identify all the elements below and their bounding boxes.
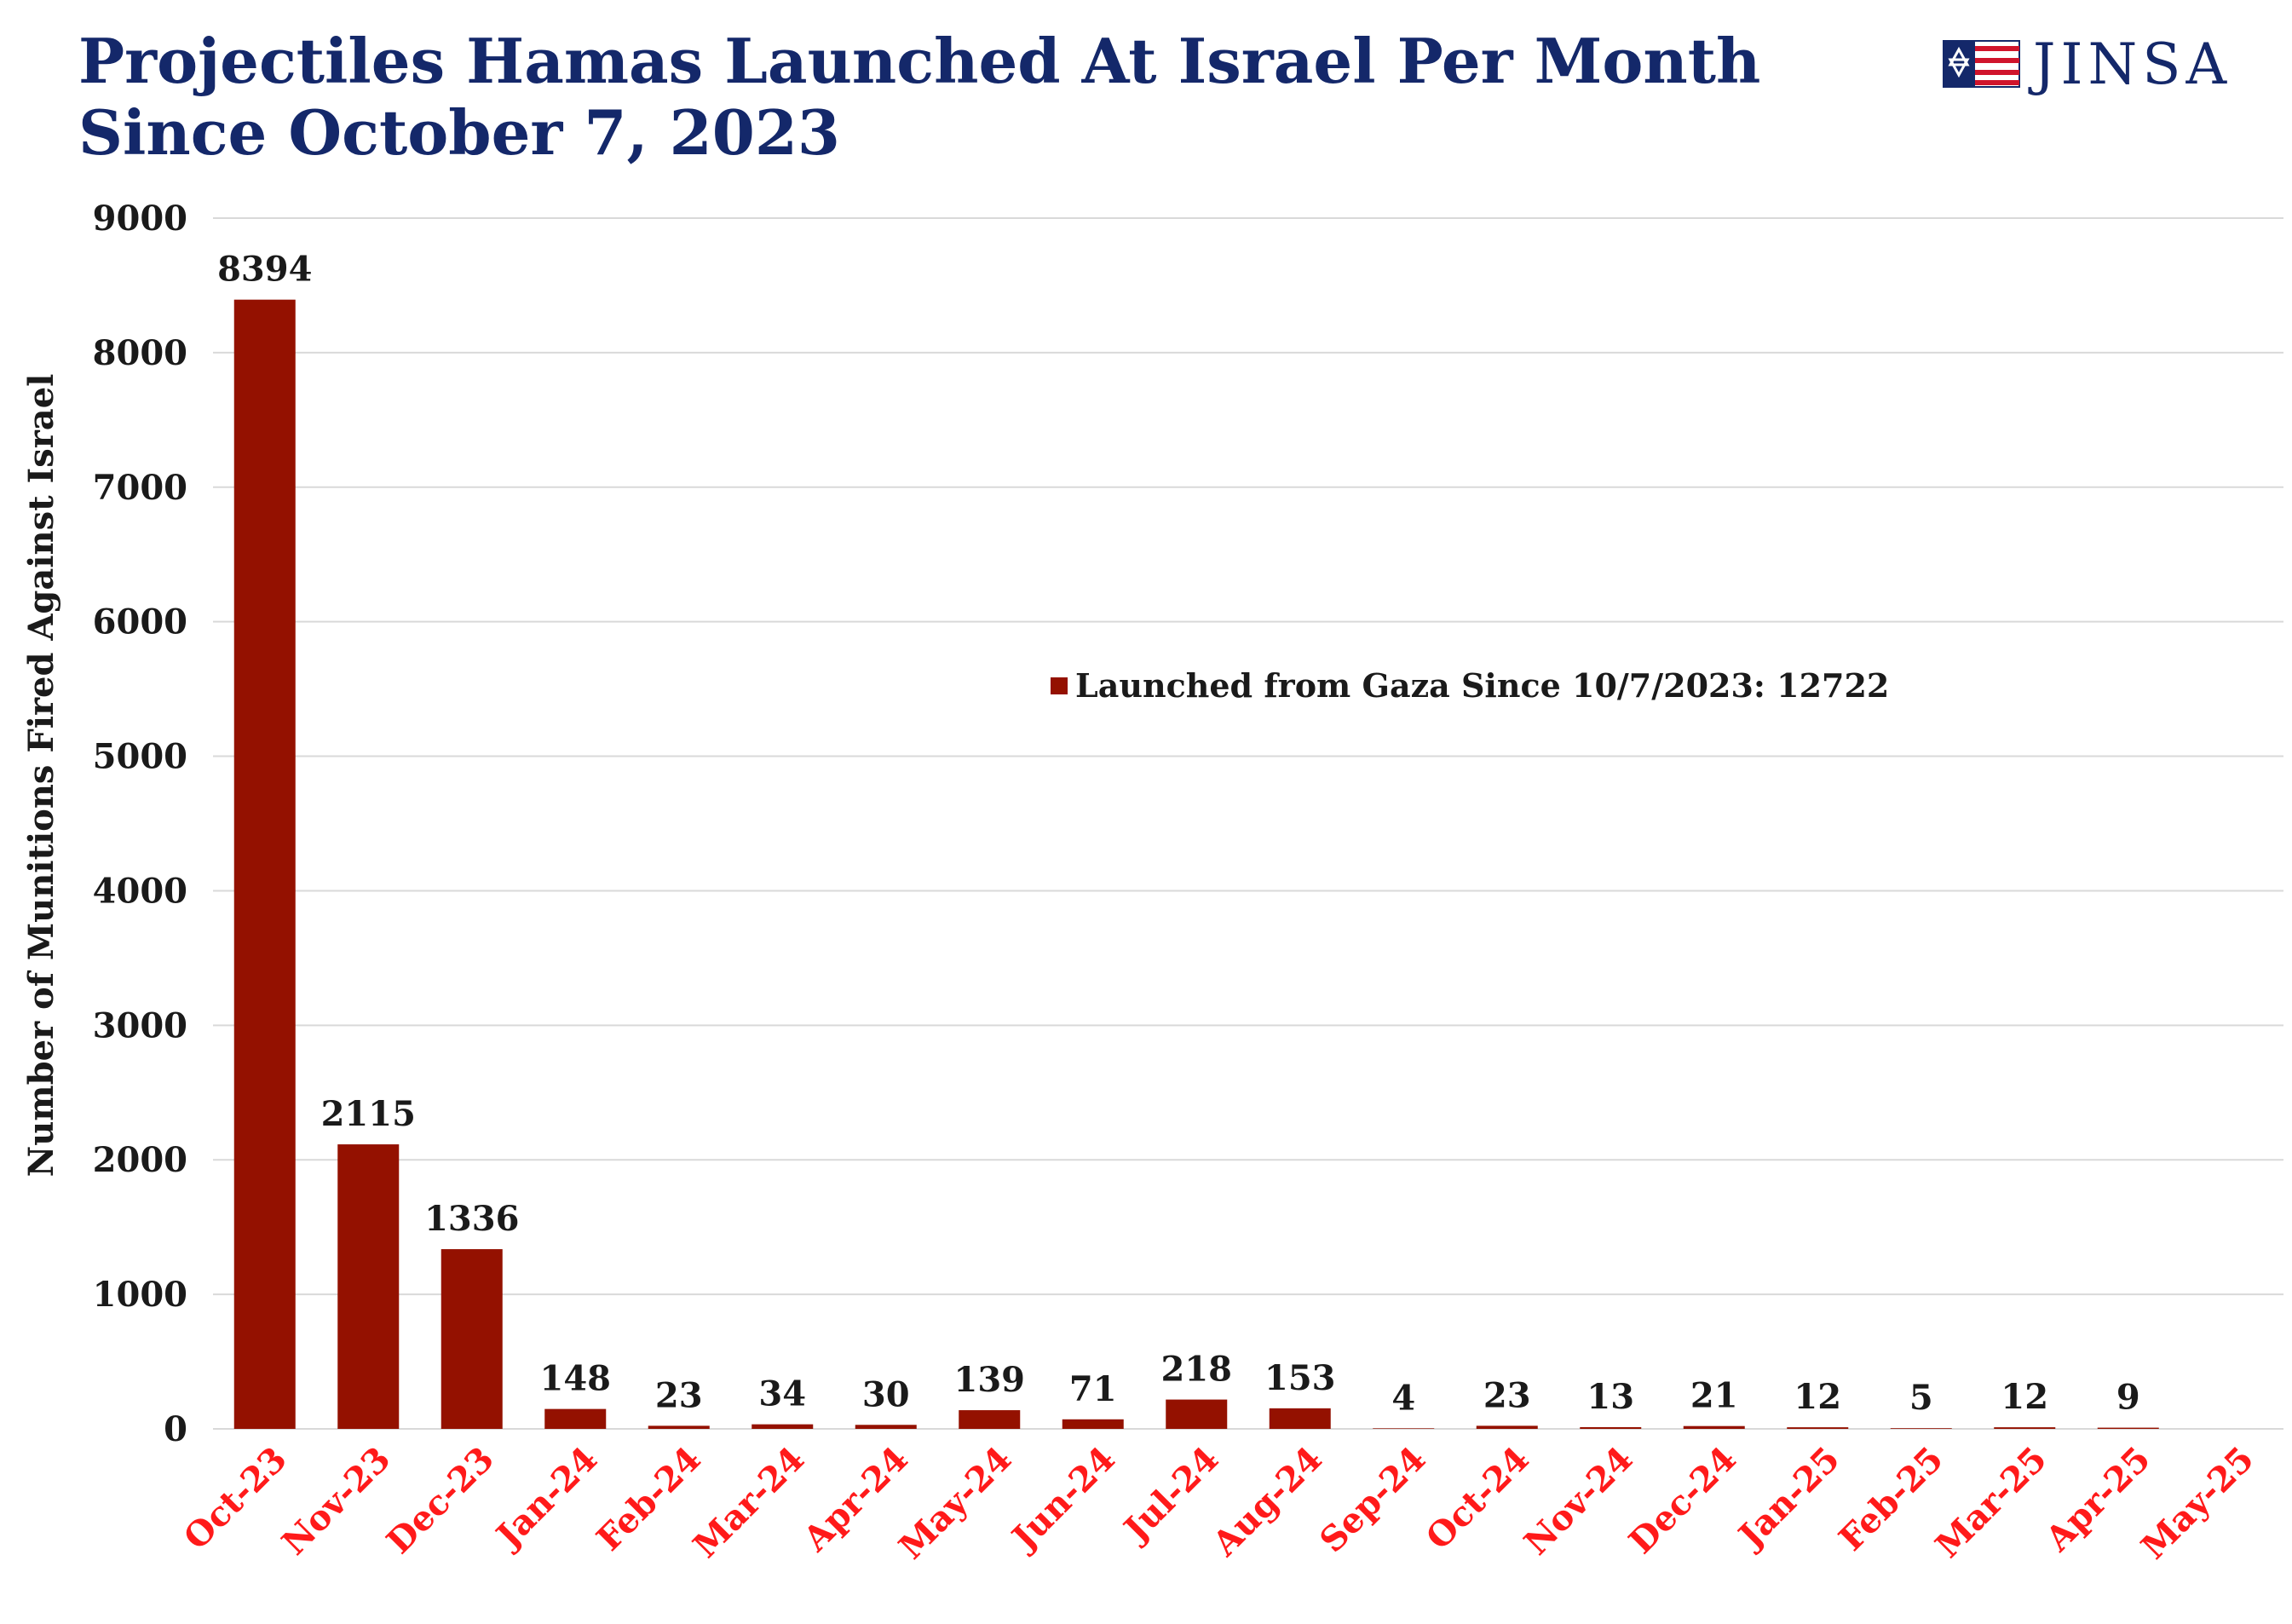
data-label: 34 [758,1374,806,1414]
bar [2097,1427,2159,1429]
bar [337,1144,400,1429]
x-tick-label: Jun-24 [1003,1439,1123,1559]
bar [1787,1427,1849,1429]
x-tick-label: May-25 [2134,1439,2261,1567]
legend-label: Launched from Gaza Since 10/7/2023: 1272… [1075,666,1889,705]
data-label: 1336 [424,1199,519,1239]
data-label: 21 [1690,1376,1738,1416]
bar [233,299,296,1429]
chart-title: Projectiles Hamas Launched At Israel Per… [78,26,1910,169]
bar [959,1410,1021,1429]
bar [648,1425,710,1429]
data-label: 71 [1069,1369,1117,1409]
y-tick-label: 8000 [93,333,187,373]
x-tick-label: Jan-24 [487,1439,606,1558]
data-label: 148 [540,1359,612,1399]
bar [1373,1428,1435,1429]
x-tick-label: Aug-24 [1204,1439,1329,1564]
data-label: 12 [2001,1377,2048,1417]
data-label: 12 [1794,1377,1841,1417]
x-tick-label: May-24 [891,1439,1019,1567]
bar [752,1424,814,1429]
legend: Launched from Gaza Since 10/7/2023: 1272… [1051,666,1889,705]
y-tick-label: 3000 [93,1005,187,1045]
y-tick-label: 5000 [93,737,187,777]
y-tick-label: 1000 [93,1275,187,1315]
bar [1269,1408,1331,1429]
x-tick-label: Oct-24 [1419,1439,1537,1558]
bar [1062,1419,1124,1429]
data-label: 9 [2116,1378,2140,1418]
bar [1476,1425,1538,1429]
data-label: 218 [1161,1350,1233,1390]
bars [233,299,2159,1429]
y-tick-label: 0 [164,1409,187,1449]
bar [441,1249,503,1429]
x-tick-label: Jan-25 [1730,1439,1848,1558]
x-tick-label: Dec-24 [1621,1439,1744,1562]
jinsa-logo: JINSA [1943,32,2232,97]
data-label: 23 [1483,1375,1531,1415]
data-label: 8394 [217,250,312,290]
bar [544,1408,607,1429]
y-axis-ticks: 0 1000 2000 3000 4000 5000 6000 7000 8000 9000 [93,199,187,1449]
x-tick-label: Oct-23 [176,1439,295,1558]
data-label: 2115 [321,1094,416,1134]
y-tick-label: 2000 [93,1140,187,1180]
data-label: 13 [1587,1377,1634,1417]
x-tick-label: Dec-23 [379,1439,502,1562]
bar [855,1425,917,1429]
data-label: 153 [1264,1358,1336,1398]
data-label: 4 [1391,1378,1415,1418]
x-tick-label: Nov-24 [1517,1439,1640,1563]
y-tick-label: 9000 [93,199,187,239]
x-tick-label: Mar-24 [685,1439,812,1566]
bar [1994,1427,2056,1429]
x-tick-label: Sep-24 [1312,1439,1434,1561]
data-label: 23 [655,1375,703,1415]
data-labels: 8394 2115 1336 148 23 34 30 139 71 218 153 4 23 13 21 1… [217,250,2140,1419]
data-label: 5 [1909,1378,1933,1418]
star-of-david-flag-icon [1943,40,2020,88]
data-label: 30 [862,1374,910,1414]
y-tick-label: 4000 [93,871,187,911]
y-tick-label: 6000 [93,602,187,642]
gridlines [213,217,2283,1430]
chart-title-line-1: Projectiles Hamas Launched At Israel Per… [78,25,1761,97]
y-tick-label: 7000 [93,468,187,508]
x-tick-label: Mar-25 [1927,1439,2054,1566]
x-axis-ticks: Oct-23Nov-23Dec-23Jan-24Feb-24Mar-24Apr-… [176,1439,2262,1567]
bar [1580,1426,1642,1429]
y-axis-label: Number of Munitions Fired Against Israel [21,374,61,1178]
logo-text: JINSA [2028,32,2232,97]
data-label: 139 [954,1360,1026,1400]
x-tick-label: Nov-23 [274,1439,398,1563]
bar [1166,1399,1228,1429]
bar [1890,1428,1952,1429]
bar [1683,1425,1745,1429]
legend-swatch [1051,677,1068,694]
chart-title-line-2: Since October 7, 2023 [78,96,841,169]
